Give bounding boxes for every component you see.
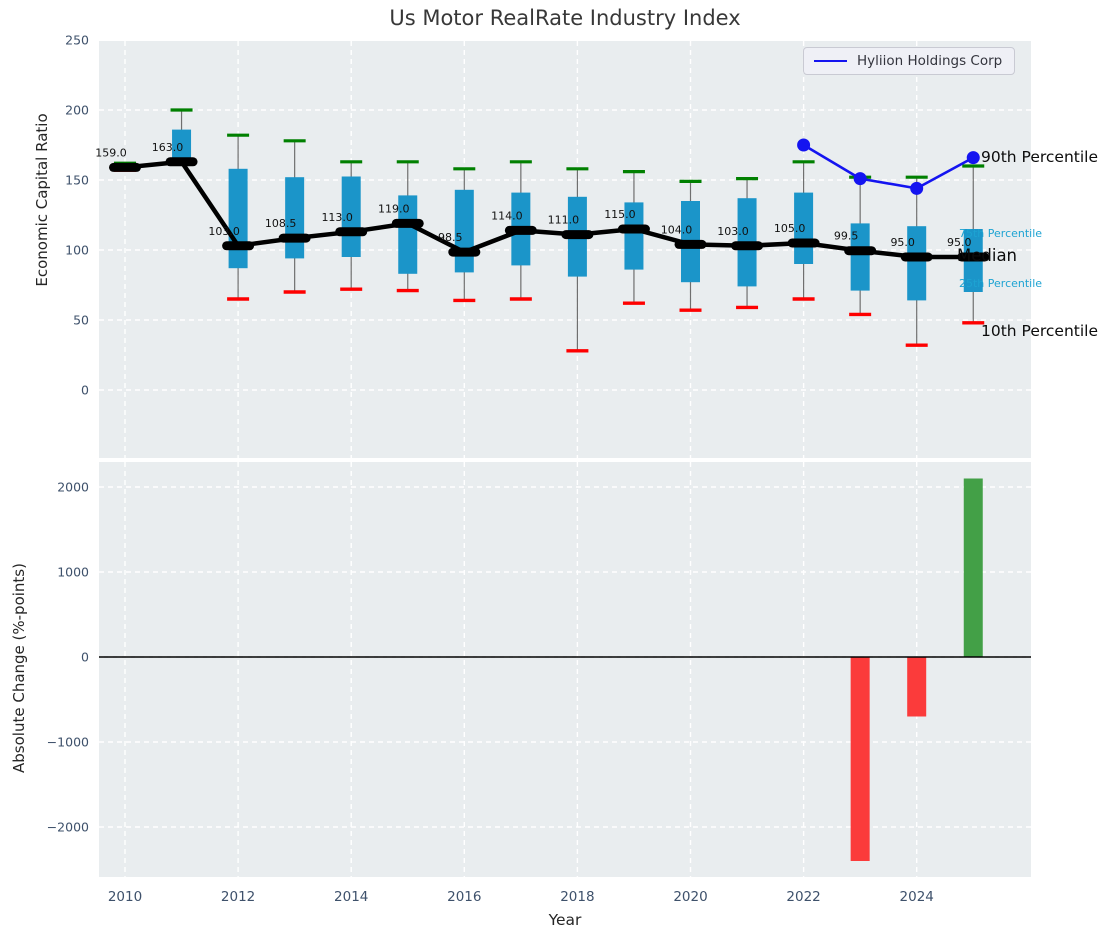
bar-2023 <box>850 657 870 861</box>
median-line <box>124 159 974 260</box>
median-marker-2012 <box>222 241 255 251</box>
hyliion-line <box>802 143 974 190</box>
hyliion-point-2024 <box>910 181 924 195</box>
box-2011 <box>172 129 192 161</box>
x-tick-label: 2018 <box>560 889 594 905</box>
y-tick-label: 50 <box>73 313 89 328</box>
median-marker-2020 <box>674 239 707 249</box>
median-value-label: 99.5 <box>834 230 859 243</box>
median-value-label: 95.0 <box>947 236 972 249</box>
y-tick-label: 1000 <box>57 565 89 580</box>
median-marker-2019 <box>617 224 650 234</box>
y-tick-label: 100 <box>65 243 89 258</box>
legend: Hyliion Holdings Corp <box>803 47 1016 75</box>
median-value-label: 103.0 <box>208 225 240 238</box>
median-value-label: 103.0 <box>717 225 749 238</box>
x-tick-label: 2024 <box>900 889 934 905</box>
x-tick-label: 2016 <box>447 889 481 905</box>
median-value-label: 159.0 <box>95 146 127 159</box>
legend-line-sample <box>814 59 847 62</box>
box-2014 <box>341 176 361 257</box>
annotation-90th-percentile: 90th Percentile <box>981 148 1099 166</box>
y-tick-label: −1000 <box>47 735 89 750</box>
y-tick-label: 2000 <box>57 480 89 495</box>
x-tick-label: 2014 <box>334 889 368 905</box>
median-marker-2010 <box>109 162 141 172</box>
median-marker-2013 <box>278 233 311 243</box>
annotation-25th-percentile: 25th Percentile <box>959 277 1043 290</box>
median-value-label: 119.0 <box>378 202 410 215</box>
median-marker-2011 <box>165 157 198 167</box>
x-tick-label: 2010 <box>108 889 142 905</box>
box-2015 <box>398 195 418 274</box>
box-2012 <box>228 168 248 269</box>
y-tick-label: 0 <box>81 383 89 398</box>
bottom-y-axis-label: Absolute Change (%-points) <box>10 563 28 773</box>
top-y-axis-label: Economic Capital Ratio <box>33 113 51 287</box>
median-marker-2023 <box>844 246 877 256</box>
legend-label: Hyliion Holdings Corp <box>857 52 1003 69</box>
hyliion-point-2023 <box>853 172 867 186</box>
median-marker-2025 <box>957 252 990 262</box>
y-tick-label: 250 <box>65 33 89 48</box>
annotation-10th-percentile: 10th Percentile <box>981 322 1099 340</box>
box-2019 <box>624 202 644 270</box>
median-value-label: 113.0 <box>321 211 353 224</box>
median-value-label: 98.5 <box>438 231 463 244</box>
boxplot-chart: 159.0 163.0 103.0 108.5 113.0 119.0 98.5 114.0 1… <box>65 33 1031 458</box>
median-value-label: 108.5 <box>265 217 297 230</box>
hyliion-point-2022 <box>797 138 811 152</box>
bar-2025 <box>963 478 983 657</box>
median-value-label: 104.0 <box>661 223 693 236</box>
box-2024 <box>907 226 927 301</box>
top-axes: 159.0 163.0 103.0 108.5 113.0 119.0 98.5 114.0 1… <box>65 33 1031 458</box>
x-axis-label: Year <box>548 911 582 929</box>
y-tick-label: 200 <box>65 103 89 118</box>
bottom-axes: −2000 −1000 0 1000 2000 2010 2012 2014 2016 2018 2… <box>47 462 1031 905</box>
median-marker-2021 <box>731 241 764 251</box>
annotation-75th-percentile: 75th Percentile <box>959 227 1043 240</box>
annotation-median: Median <box>957 246 1018 265</box>
x-tick-label: 2022 <box>786 889 820 905</box>
median-marker-2024 <box>900 252 933 262</box>
chart-title: Us Motor RealRate Industry Index <box>389 6 741 30</box>
median-value-label: 115.0 <box>604 208 636 221</box>
median-marker-2016 <box>448 247 481 257</box>
median-value-label: 114.0 <box>491 209 522 222</box>
median-marker-2014 <box>335 227 368 237</box>
median-marker-2015 <box>391 218 424 228</box>
bar-2024 <box>907 657 927 717</box>
y-tick-label: −2000 <box>47 820 89 835</box>
hyliion-point-2025 <box>966 151 980 165</box>
median-marker-2022 <box>787 238 820 248</box>
x-tick-label: 2012 <box>221 889 255 905</box>
median-value-label: 111.0 <box>548 214 580 227</box>
median-marker-2018 <box>561 230 594 240</box>
y-tick-label: 150 <box>65 173 89 188</box>
median-marker-2017 <box>504 225 537 235</box>
median-value-label: 163.0 <box>152 141 184 154</box>
median-value-label: 95.0 <box>890 236 915 249</box>
median-value-label: 105.0 <box>774 222 806 235</box>
bar-chart: −2000 −1000 0 1000 2000 2010 2012 2014 2016 2018 2… <box>47 462 1031 905</box>
box-2023 <box>850 223 870 291</box>
y-tick-label: 0 <box>81 650 89 665</box>
x-tick-label: 2020 <box>673 889 707 905</box>
